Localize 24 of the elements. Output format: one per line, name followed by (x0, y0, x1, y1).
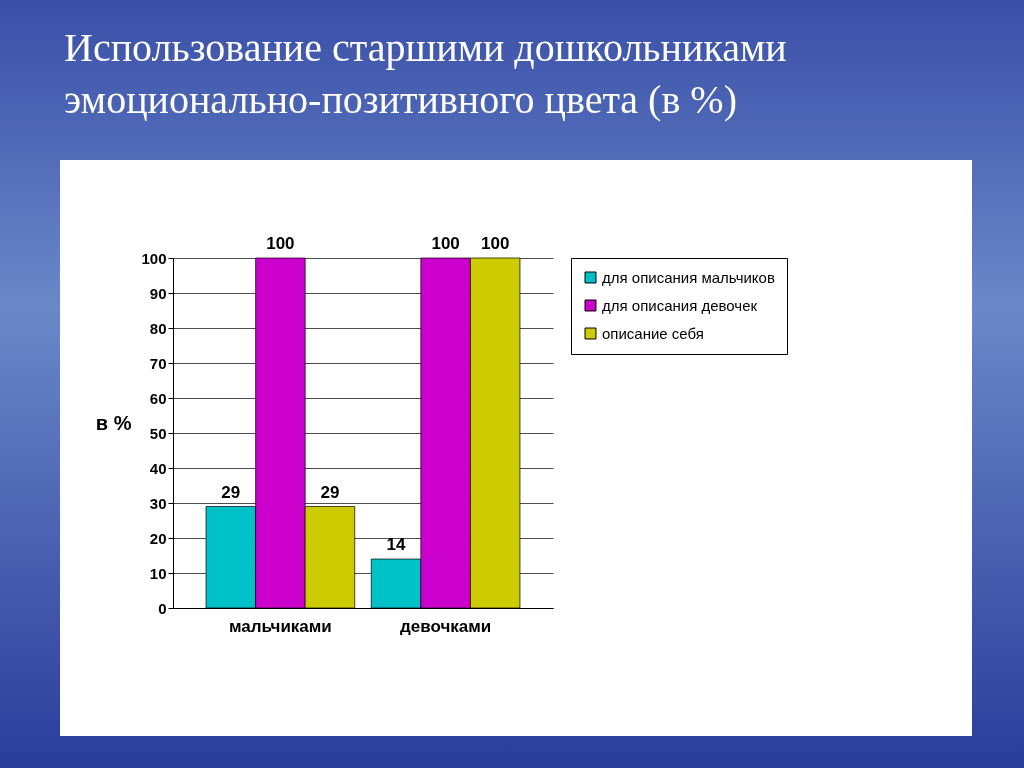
y-tick-label: 100 (141, 249, 167, 267)
data-label: 14 (386, 535, 407, 554)
chart-title: Использование старшими дошкольниками эмоционально-позитивного цвета (в %) (64, 24, 788, 124)
y-tick-label: 40 (149, 459, 167, 477)
y-tick-label: 90 (149, 284, 167, 302)
data-label: 29 (320, 482, 340, 502)
y-axis-title: в % (95, 411, 132, 434)
y-tick-label: 20 (149, 529, 167, 547)
data-label: 100 (480, 234, 510, 253)
legend-label: описание себя (602, 324, 704, 342)
y-tick-label: 30 (149, 494, 167, 512)
x-tick-label: девочками (399, 616, 492, 636)
legend-label: для описания мальчиков (602, 268, 775, 286)
y-tick-label: 80 (149, 319, 167, 337)
data-label: 100 (431, 234, 460, 253)
x-tick-label: мальчиками (228, 616, 332, 636)
y-tick-label: 50 (149, 424, 167, 442)
y-tick-label: 70 (149, 354, 167, 372)
y-tick-label: 10 (149, 564, 167, 582)
data-label: 29 (221, 482, 241, 502)
y-tick-label: 60 (149, 389, 167, 407)
legend-label: для описания девочек (602, 296, 758, 314)
data-label: 100 (266, 234, 295, 253)
y-tick-label: 0 (158, 599, 167, 617)
